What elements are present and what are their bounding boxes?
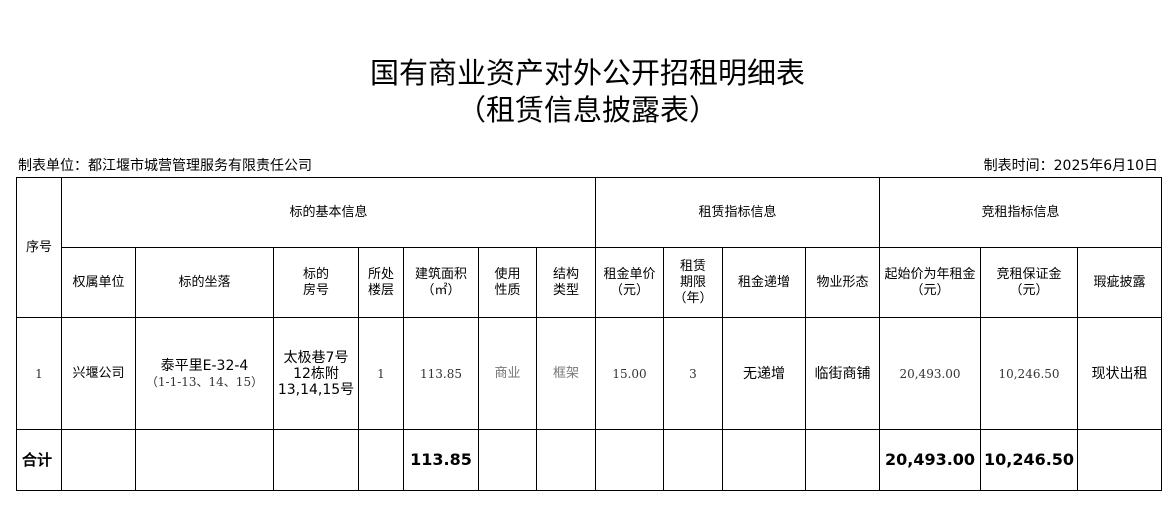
cell-unit-price: 15.00 <box>595 317 664 430</box>
group-lease: 租赁指标信息 <box>594 177 881 248</box>
column-header: 租金单价 （元） <box>595 247 664 318</box>
total-start-price: 20,493.00 <box>879 429 982 491</box>
column-header: 标的 房号 <box>273 247 359 318</box>
column-header: 标的坐落 <box>135 247 274 318</box>
column-header: 起始价为年租金 （元） <box>879 247 982 318</box>
column-header: 建筑面积 （㎡） <box>403 247 479 318</box>
cell-start-price: 20,493.00 <box>879 317 982 430</box>
column-header: 物业形态 <box>804 247 881 318</box>
cell-seq: 1 <box>16 317 62 430</box>
cell-location: 泰平里E-32-4 （1-1-13、14、15） <box>135 317 274 430</box>
column-header: 租金递增 <box>722 247 806 318</box>
total-deposit: 10,246.50 <box>980 429 1079 491</box>
maker-unit: 制表单位：都江堰市城营管理服务有限责任公司 <box>18 158 312 174</box>
cell-room: 太极巷7号 12栋附 13,14,15号 <box>273 317 359 430</box>
cell-floor: 1 <box>358 317 404 430</box>
column-header: 使用 性质 <box>478 247 537 318</box>
location-b: （1-1-13、14、15） <box>145 374 264 389</box>
column-header: 租赁 期限 （年） <box>663 247 723 318</box>
column-header: 瑕疵披露 <box>1077 247 1163 318</box>
location-a: 泰平里E-32-4 <box>160 357 249 374</box>
cell-term: 3 <box>663 317 723 430</box>
cell-area: 113.85 <box>403 317 479 430</box>
cell-increase: 无递增 <box>722 317 806 430</box>
page-title: 国有商业资产对外公开招租明细表 <box>369 56 805 90</box>
column-header: 竞租保证金 （元） <box>980 247 1079 318</box>
cell-owner: 兴堰公司 <box>61 317 136 430</box>
column-header: 权属单位 <box>61 247 136 318</box>
cell-structure: 框架 <box>536 317 596 430</box>
total-label: 合计 <box>16 429 62 491</box>
header-seq: 序号 <box>16 177 62 318</box>
total-area: 113.85 <box>403 429 479 491</box>
cell-deposit: 10,246.50 <box>980 317 1079 430</box>
page-subtitle: （租赁信息披露表） <box>456 93 718 127</box>
group-basic: 标的基本信息 <box>61 177 596 248</box>
room-c: 13,14,15号 <box>277 381 355 398</box>
cell-use: 商业 <box>478 317 537 430</box>
column-header: 所处 楼层 <box>358 247 404 318</box>
group-bid: 竞租指标信息 <box>879 177 1163 248</box>
room-a: 太极巷7号 <box>283 349 349 366</box>
lease-table: 序号 标的基本信息 租赁指标信息 竞租指标信息 权属单位 标的坐落 标的 房号 所处 … <box>16 177 1163 491</box>
cell-defect: 现状出租 <box>1077 317 1163 430</box>
room-b: 12栋附 <box>293 365 339 382</box>
cell-form: 临街商铺 <box>804 317 881 430</box>
table-row: 1 兴堰公司 泰平里E-32-4 （1-1-13、14、15） 太极巷7号 12栋附… <box>16 317 1163 430</box>
column-header: 结构 类型 <box>536 247 596 318</box>
total-row: 合计 113.85 20,493.00 10,246.50 <box>16 429 1163 491</box>
maker-time: 制表时间：2025年6月10日 <box>983 158 1158 174</box>
